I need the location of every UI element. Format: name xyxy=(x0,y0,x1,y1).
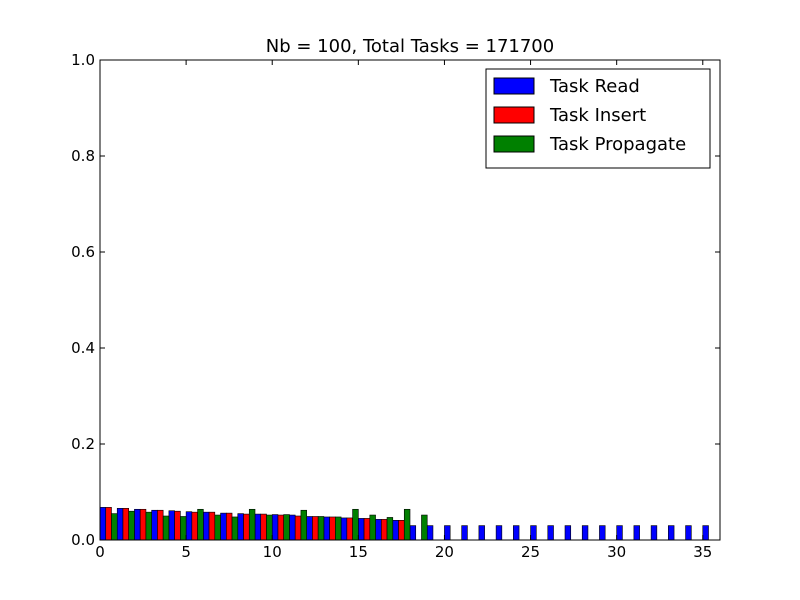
bar-task-read-33 xyxy=(668,525,675,541)
legend-label: Task Propagate xyxy=(549,134,686,155)
bar-task-propagate-14 xyxy=(352,508,359,541)
bar-task-propagate-10 xyxy=(283,514,290,541)
bar-task-insert-12 xyxy=(312,516,319,541)
bar-task-insert-8 xyxy=(243,513,250,541)
x-tick-label: 5 xyxy=(181,543,191,561)
bar-task-read-17 xyxy=(392,520,399,541)
bar-task-insert-17 xyxy=(398,520,405,541)
y-tick-label: 0.6 xyxy=(71,243,95,261)
bar-task-read-28 xyxy=(581,525,589,541)
bar-task-insert-16 xyxy=(380,519,388,541)
legend-swatch xyxy=(493,77,535,95)
bar-task-read-32 xyxy=(650,525,658,541)
bar-task-read-30 xyxy=(616,525,623,541)
bar-task-read-5 xyxy=(185,511,193,541)
bar-task-read-4 xyxy=(168,510,175,541)
bar-task-read-18 xyxy=(409,525,417,541)
bar-task-propagate-18 xyxy=(421,514,428,541)
bar-task-read-29 xyxy=(599,525,606,541)
bar-task-insert-10 xyxy=(277,514,284,541)
bar-task-propagate-7 xyxy=(231,516,239,541)
x-tick-label: 0 xyxy=(95,543,105,561)
bar-task-read-9 xyxy=(254,513,262,541)
bar-task-propagate-16 xyxy=(386,517,394,541)
y-tick-label: 0.0 xyxy=(71,531,95,549)
y-tick-label: 0.8 xyxy=(71,147,95,165)
bar-task-insert-5 xyxy=(191,511,198,541)
bar-task-read-31 xyxy=(633,525,640,541)
bar-task-insert-9 xyxy=(260,513,267,541)
bar-task-propagate-15 xyxy=(369,514,376,541)
bar-task-insert-11 xyxy=(294,515,302,541)
ticks-group: 0 5 10 15 20 25 30 35 0.0 0.2 0.4 0.6 0.8 1.0 xyxy=(71,51,720,561)
bar-task-insert-15 xyxy=(363,518,371,541)
bar-task-propagate-4 xyxy=(180,516,187,541)
bar-task-read-24 xyxy=(513,525,520,541)
x-tick-label: 10 xyxy=(263,543,282,561)
bar-task-propagate-3 xyxy=(162,515,170,541)
y-tick-label: 0.2 xyxy=(71,435,95,453)
bar-task-read-22 xyxy=(478,525,485,541)
bar-task-insert-13 xyxy=(329,516,336,541)
bar-task-read-6 xyxy=(203,511,210,541)
legend: Task Read Task Insert Task Propagate xyxy=(485,68,711,169)
x-tick-label: 35 xyxy=(693,543,712,561)
bar-task-read-35 xyxy=(702,525,709,541)
bar-task-read-25 xyxy=(530,525,537,541)
bar-task-read-13 xyxy=(323,516,330,541)
bar-task-read-3 xyxy=(151,509,158,541)
y-tick-label: 1.0 xyxy=(71,51,95,69)
bar-task-insert-6 xyxy=(208,511,216,541)
bar-task-insert-0 xyxy=(105,507,112,541)
bar-task-read-10 xyxy=(271,514,279,541)
bar-task-propagate-11 xyxy=(300,509,307,541)
bar-task-read-8 xyxy=(237,513,244,541)
bar-task-read-1 xyxy=(116,508,124,541)
bar-task-read-0 xyxy=(99,507,107,541)
bar-task-propagate-1 xyxy=(128,510,135,541)
bar-task-read-23 xyxy=(495,525,503,541)
bar-task-propagate-17 xyxy=(403,508,411,541)
bar-task-propagate-5 xyxy=(197,508,204,541)
bar-task-read-19 xyxy=(426,525,434,541)
bar-task-read-12 xyxy=(306,516,313,541)
bar-task-propagate-12 xyxy=(317,516,325,541)
x-tick-label: 15 xyxy=(349,543,368,561)
y-tick-label: 0.4 xyxy=(71,339,95,357)
bar-task-insert-1 xyxy=(122,508,129,541)
legend-swatch xyxy=(493,106,535,124)
bar-task-read-26 xyxy=(547,525,554,541)
bar-task-insert-2 xyxy=(139,508,147,541)
bar-task-insert-4 xyxy=(174,510,181,541)
legend-swatch xyxy=(493,135,535,153)
bar-task-propagate-0 xyxy=(111,513,118,541)
bar-task-read-16 xyxy=(375,519,382,541)
bar-task-propagate-13 xyxy=(335,516,342,541)
legend-label: Task Read xyxy=(549,76,640,97)
bar-task-propagate-8 xyxy=(248,508,256,541)
bar-task-read-34 xyxy=(685,525,692,541)
bar-task-read-2 xyxy=(134,508,141,541)
bar-task-propagate-2 xyxy=(145,511,152,541)
bar-task-read-11 xyxy=(289,514,296,541)
bar-task-insert-3 xyxy=(157,509,164,541)
bar-task-propagate-9 xyxy=(266,514,273,541)
bar-task-read-21 xyxy=(461,525,468,541)
legend-label: Task Insert xyxy=(549,105,646,126)
x-tick-label: 20 xyxy=(435,543,454,561)
bar-task-read-14 xyxy=(340,517,348,541)
x-tick-label: 30 xyxy=(607,543,626,561)
bar-task-insert-14 xyxy=(346,517,353,541)
bar-task-read-20 xyxy=(444,525,451,541)
plot-frame xyxy=(99,59,721,541)
chart-title: Nb = 100, Total Tasks = 171700 xyxy=(266,36,554,57)
bar-task-propagate-6 xyxy=(214,514,221,541)
bar-task-read-27 xyxy=(564,525,572,541)
bar-task-read-15 xyxy=(358,518,365,541)
x-tick-label: 25 xyxy=(521,543,540,561)
bar-task-insert-7 xyxy=(226,512,233,541)
bar-task-read-7 xyxy=(220,512,227,541)
